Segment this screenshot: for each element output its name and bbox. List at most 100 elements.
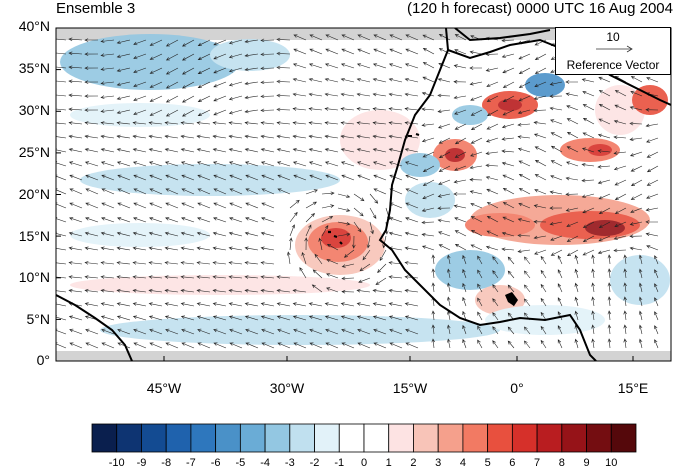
wind-vector: [607, 338, 612, 349]
wind-vector: [245, 217, 259, 223]
wind-vector: [598, 90, 611, 97]
wind-vector: [375, 277, 387, 285]
wind-vector: [437, 218, 451, 223]
wind-vector: [469, 177, 483, 182]
wind-vector: [116, 121, 131, 125]
wind-vector: [84, 38, 99, 42]
wind-vector: [518, 202, 531, 209]
wind-vector: [197, 174, 211, 181]
wind-vector: [261, 328, 275, 335]
wind-vector: [343, 249, 355, 258]
wind-vector: [213, 174, 227, 181]
wind-vector: [469, 50, 483, 55]
wind-vector: [372, 302, 387, 307]
wind-vector: [629, 151, 643, 157]
wind-vector: [421, 207, 435, 212]
wind-vector: [581, 147, 595, 153]
wind-vector: [85, 217, 99, 223]
wind-vector: [598, 193, 611, 200]
wind-vector: [56, 246, 67, 251]
wind-vector: [373, 174, 387, 181]
wind-vector: [117, 174, 131, 181]
colorbar-swatch: [413, 423, 439, 453]
wind-vector: [276, 51, 291, 56]
wind-vector: [244, 39, 259, 44]
wind-vector: [421, 91, 435, 97]
wind-vector: [549, 190, 563, 195]
wind-vector: [292, 161, 307, 167]
wind-vector: [549, 94, 563, 98]
wind-vector: [228, 134, 243, 139]
wind-vector: [228, 67, 243, 73]
wind-vector: [244, 302, 259, 307]
wind-vector: [501, 247, 515, 252]
wind-vector: [574, 296, 579, 307]
wind-vector: [68, 148, 83, 153]
colorbar-swatch: [388, 423, 414, 453]
wind-vector: [314, 253, 323, 265]
wind-vector: [356, 134, 371, 139]
wind-vector: [507, 284, 515, 293]
colorbar-label: 3: [435, 457, 442, 469]
wind-vector: [557, 283, 563, 293]
wind-vector: [228, 288, 243, 293]
wind-vector: [276, 79, 291, 84]
colorbar: [91, 423, 637, 453]
wind-vector: [68, 93, 83, 98]
wind-vector: [165, 342, 179, 349]
wind-vector: [132, 246, 147, 251]
wind-vector: [84, 302, 99, 307]
wind-vector: [629, 221, 643, 226]
wind-vector: [181, 81, 195, 89]
wind-vector: [116, 67, 131, 73]
wind-vector: [557, 325, 563, 335]
wind-vector: [56, 93, 67, 97]
lake-volta: [505, 292, 518, 306]
colorbar-label: 5: [484, 457, 491, 469]
wind-vector: [116, 275, 131, 279]
wind-vector: [340, 121, 355, 125]
colorbar-label: 1: [385, 457, 392, 469]
wind-vector: [557, 311, 563, 321]
wind-vector: [228, 231, 243, 237]
wind-vector: [518, 81, 531, 88]
wind-vector: [212, 134, 227, 139]
wind-vector: [85, 188, 99, 195]
wind-vector: [69, 202, 83, 209]
wind-vector: [292, 121, 307, 125]
wind-vector: [100, 246, 115, 251]
colorbar-label: 2: [410, 457, 417, 469]
wind-vector: [260, 38, 275, 43]
wind-vector: [388, 92, 403, 97]
wind-vector: [181, 67, 195, 75]
wind-vector: [362, 249, 371, 261]
coastline-iberia: [454, 28, 551, 42]
wind-vector: [614, 104, 627, 111]
wind-vector: [305, 201, 317, 209]
wind-vector: [244, 81, 259, 86]
wind-vector: [100, 109, 115, 113]
wind-vector: [69, 174, 83, 181]
colorbar-swatch: [116, 423, 142, 453]
wind-vector: [68, 121, 83, 125]
wind-vector: [574, 338, 579, 349]
wind-vector: [591, 296, 595, 307]
wind-vector: [260, 288, 275, 293]
wind-vector: [260, 52, 275, 57]
wind-vector: [85, 174, 99, 181]
wind-vector: [597, 179, 611, 185]
wind-vector: [244, 275, 259, 279]
wind-vector: [382, 235, 387, 249]
islands-cape-verde: [328, 230, 343, 245]
wind-vector: [623, 296, 628, 307]
wind-vector: [116, 134, 131, 139]
wind-vector: [431, 310, 436, 321]
wind-vector: [101, 174, 115, 181]
wind-vector: [212, 121, 227, 125]
wind-vector: [133, 217, 147, 223]
wind-vector: [523, 284, 531, 293]
wind-vector: [212, 275, 227, 279]
wind-vector: [534, 159, 547, 167]
wind-vector: [356, 302, 371, 307]
reference-vector-box: 10 Reference Vector: [555, 27, 671, 75]
